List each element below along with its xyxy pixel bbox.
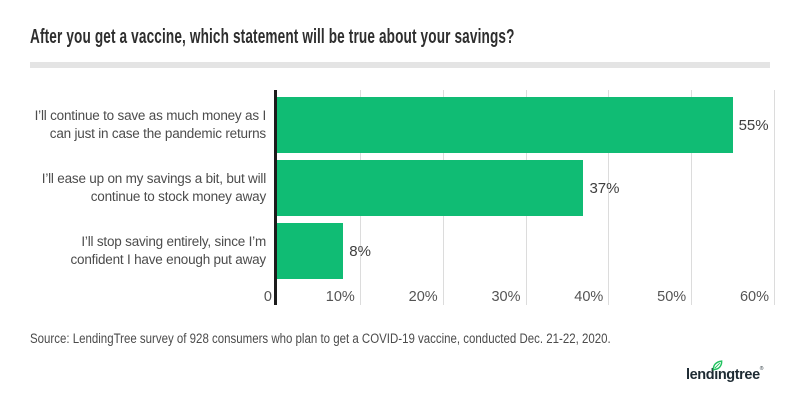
category-label: I’ll stop saving entirely, since I’m con… [70,234,266,267]
bar-continue-saving [277,97,733,153]
x-tick-label: 10% [325,289,355,305]
category-label: I’ll continue to save as much money as I… [34,108,267,141]
x-tick-label: 0 [263,289,272,305]
bar-row: 8% [277,223,371,279]
x-tick-label: 50% [657,289,687,305]
leaf-icon [712,358,723,376]
plot-area: 55% 37% 8% 0 10% 20% 30% 40% 50% 60% [264,90,794,305]
lendingtree-logo: lendıngtree® [686,360,764,384]
x-tick-label: 20% [408,289,438,305]
gridline [691,90,693,305]
source-note: Source: LendingTree survey of 928 consum… [30,331,611,346]
logo-wordmark: lendıngtree [686,367,760,383]
value-label: 8% [349,242,371,260]
bar-stop-saving [277,223,344,279]
registered-mark: ® [759,366,764,372]
y-axis-line [274,90,277,305]
x-tick-label: 60% [739,289,769,305]
value-label: 37% [589,179,620,197]
bar-row: 55% [277,97,769,153]
value-label: 55% [738,116,769,134]
x-tick-label: 30% [491,289,521,305]
gridline [608,90,610,305]
category-label: I’ll ease up on my savings a bit, but wi… [41,171,266,204]
gridline [774,90,775,305]
bar-row: 37% [277,160,620,216]
title-divider [30,62,770,68]
bar-ease-up [277,160,584,216]
x-tick-label: 40% [574,289,604,305]
chart-title: After you get a vaccine, which statement… [30,26,515,48]
